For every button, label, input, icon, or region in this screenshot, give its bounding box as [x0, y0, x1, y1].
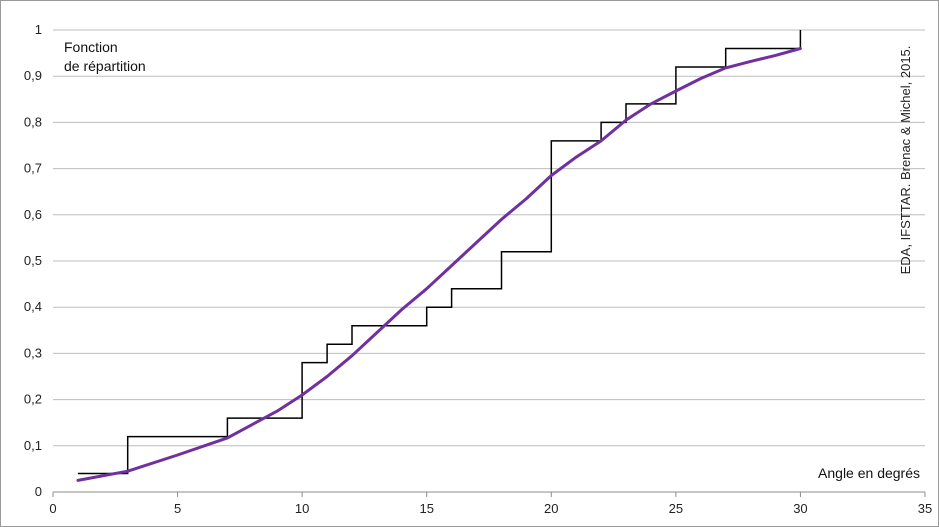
y-tick-label: 1 [35, 22, 42, 37]
credit-text: EDA, IFSTTAR. Brenac & Michel, 2015. [898, 46, 913, 275]
y-tick-label: 0,7 [24, 161, 42, 176]
y-tick-label: 0,1 [24, 438, 42, 453]
x-tick-label: 5 [174, 501, 181, 516]
y-tick-labels: 0 0,1 0,2 0,3 0,4 0,5 0,6 0,7 0,8 0,9 1 [24, 22, 42, 499]
series-layer [76, 30, 802, 482]
y-tick-label: 0,9 [24, 68, 42, 83]
y-axis-label-line-1: Fonction [64, 39, 118, 55]
fitted-curve-line [76, 47, 802, 482]
y-axis-label-line-2: de répartition [64, 58, 146, 74]
x-tick-labels: 0 5 10 15 20 25 30 35 [49, 501, 932, 516]
x-tick-label: 35 [918, 501, 932, 516]
x-tick-label: 10 [295, 501, 309, 516]
x-tick-label: 30 [793, 501, 807, 516]
y-tick-label: 0 [35, 484, 42, 499]
y-tick-label: 0,5 [24, 253, 42, 268]
x-tick-label: 25 [669, 501, 683, 516]
y-tick-label: 0,4 [24, 299, 42, 314]
y-tick-label: 0,8 [24, 114, 42, 129]
x-tick-label: 20 [544, 501, 558, 516]
axes [52, 491, 926, 497]
y-tick-label: 0,2 [24, 392, 42, 407]
x-tick-label: 0 [49, 501, 56, 516]
x-axis-label: Angle en degrés [818, 465, 920, 481]
y-tick-label: 0,3 [24, 345, 42, 360]
y-tick-label: 0,6 [24, 207, 42, 222]
gridlines [53, 29, 925, 447]
x-tick-label: 15 [419, 501, 433, 516]
